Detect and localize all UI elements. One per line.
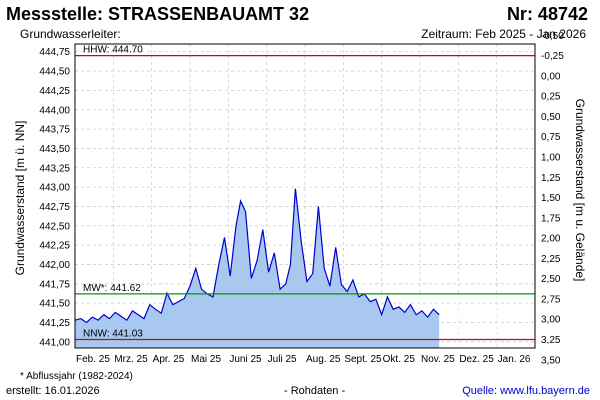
period-label: Zeitraum: Feb 2025 - Jan 2026 [421, 27, 586, 41]
y2-tick-label: 3,50 [541, 355, 561, 366]
y2-tick-label: 1,50 [541, 193, 561, 204]
water-level-line [74, 188, 440, 324]
y-tick-label: 444,25 [39, 86, 70, 97]
y2-tick-label: 2,00 [541, 234, 561, 245]
y-tick-label: 443,50 [39, 144, 70, 155]
y-tick-label: 444,75 [39, 47, 70, 58]
y-tick-label: 444,00 [39, 105, 70, 116]
y-tick-label: 442,75 [39, 202, 70, 213]
x-tick-label: Juli 25 [268, 354, 297, 365]
page-title: Messstelle: STRASSENBAUAMT 32 [6, 4, 310, 24]
reference-lines: HHW: 444.70 MW*: 441.62 NNW: 441.03 [75, 45, 535, 341]
y-tick-label: 444,50 [39, 67, 70, 78]
x-tick-label: Juni 25 [229, 354, 262, 365]
y-tick-label: 441,25 [39, 318, 70, 329]
y2-tick-label: 2,25 [541, 254, 561, 265]
x-tick-label: Okt. 25 [383, 354, 416, 365]
y2-tick-label: 1,25 [541, 173, 561, 184]
y-tick-label: 441,75 [39, 279, 70, 290]
x-tick-label: Aug. 25 [306, 354, 341, 365]
y2-tick-label: 0,50 [541, 112, 561, 123]
y-tick-labels: 444,75 444,50 444,25 444,00 443,75 443,50 443,… [39, 47, 70, 348]
x-tick-label: Apr. 25 [153, 354, 185, 365]
created-date: erstellt: 16.01.2026 [6, 385, 100, 397]
y2-tick-label: 1,75 [541, 213, 561, 224]
x-tick-label: Nov. 25 [421, 354, 455, 365]
source-link[interactable]: Quelle: www.lfu.bayern.de [462, 385, 590, 397]
y-tick-label: 443,75 [39, 125, 70, 136]
y-tick-label: 442,50 [39, 221, 70, 232]
water-level-area [75, 188, 440, 348]
y2-tick-label: 2,75 [541, 294, 561, 305]
y2-tick-label: 1,00 [541, 152, 561, 163]
month-separators [112, 44, 498, 348]
y2-tick-label: -0,25 [541, 51, 564, 62]
y2-tick-label: 3,00 [541, 315, 561, 326]
station-number: Nr: 48742 [506, 4, 588, 24]
x-tick-label: Feb. 25 [76, 354, 110, 365]
y-tick-label: 441,00 [39, 337, 70, 348]
x-tick-label: Mai 25 [191, 354, 221, 365]
x-tick-label: Dez. 25 [459, 354, 494, 365]
footnote: * Abflussjahr (1982-2024) [20, 371, 133, 382]
y2-tick-label: 0,25 [541, 92, 561, 103]
reference-line-label: MW*: 441.62 [83, 283, 141, 294]
y-tick-label: 442,25 [39, 241, 70, 252]
reference-line-label: HHW: 444.70 [83, 45, 143, 56]
y2-tick-labels: -0,50 -0,25 0,00 0,25 0,50 0,75 1,00 1,25 1,50 1,… [541, 31, 564, 366]
x-tick-labels: Feb. 25 Mrz. 25 Apr. 25 Mai 25 Juni 25 Juli 2… [76, 354, 531, 365]
aquifer-label: Grundwasserleiter: [20, 27, 121, 41]
y2-tick-label: 0,00 [541, 71, 561, 82]
reference-line-label: NNW: 441.03 [83, 328, 143, 339]
y2-tick-label: 2,50 [541, 274, 561, 285]
x-tick-label: Sept. 25 [344, 354, 382, 365]
y-tick-label: 442,00 [39, 260, 70, 271]
y-tick-label: 443,00 [39, 183, 70, 194]
plot-frame [74, 43, 536, 349]
y-tick-label: 443,25 [39, 163, 70, 174]
rawdata-label: - Rohdaten - [284, 385, 346, 397]
x-tick-label: Jan. 26 [498, 354, 531, 365]
y2-tick-label: 0,75 [541, 132, 561, 143]
x-tick-label: Mrz. 25 [114, 354, 148, 365]
y2-tick-label: 3,25 [541, 335, 561, 346]
y2-tick-label: -0,50 [541, 31, 564, 42]
y-tick-label: 441,50 [39, 299, 70, 310]
